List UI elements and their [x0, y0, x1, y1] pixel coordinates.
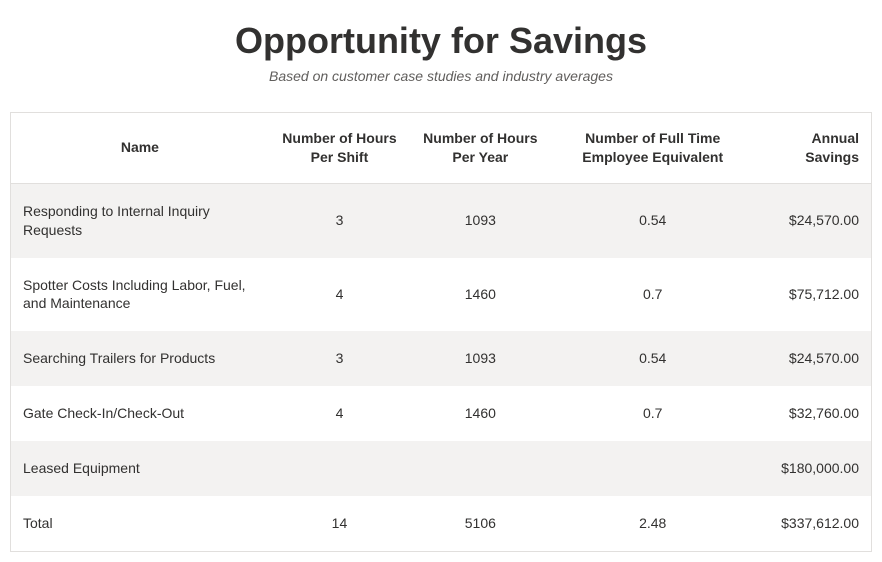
col-hours-shift: Number of Hours Per Shift [269, 113, 410, 184]
cell-hours-shift: 4 [269, 258, 410, 332]
cell-fte: 0.7 [551, 258, 755, 332]
col-hours-year: Number of Hours Per Year [410, 113, 550, 184]
table-body: Responding to Internal Inquiry Requests3… [11, 183, 872, 551]
page-subtitle: Based on customer case studies and indus… [10, 68, 872, 84]
table-row: Searching Trailers for Products310930.54… [11, 331, 872, 386]
cell-hours-shift: 4 [269, 386, 410, 441]
cell-annual: $180,000.00 [755, 441, 872, 496]
cell-name: Leased Equipment [11, 441, 269, 496]
cell-name: Spotter Costs Including Labor, Fuel, and… [11, 258, 269, 332]
cell-annual: $75,712.00 [755, 258, 872, 332]
cell-annual: $337,612.00 [755, 496, 872, 551]
cell-hours-year: 5106 [410, 496, 550, 551]
cell-hours-year [410, 441, 550, 496]
page-title: Opportunity for Savings [10, 20, 872, 62]
cell-hours-year: 1093 [410, 331, 550, 386]
cell-fte: 2.48 [551, 496, 755, 551]
table-row: Gate Check-In/Check-Out414600.7$32,760.0… [11, 386, 872, 441]
cell-hours-year: 1093 [410, 183, 550, 257]
cell-fte: 0.54 [551, 183, 755, 257]
cell-annual: $24,570.00 [755, 183, 872, 257]
cell-name: Total [11, 496, 269, 551]
table-header-row: Name Number of Hours Per Shift Number of… [11, 113, 872, 184]
cell-hours-shift: 14 [269, 496, 410, 551]
cell-fte: 0.7 [551, 386, 755, 441]
cell-fte [551, 441, 755, 496]
cell-name: Searching Trailers for Products [11, 331, 269, 386]
col-fte: Number of Full Time Employee Equivalent [551, 113, 755, 184]
cell-hours-shift: 3 [269, 183, 410, 257]
col-name: Name [11, 113, 269, 184]
cell-hours-shift: 3 [269, 331, 410, 386]
cell-name: Responding to Internal Inquiry Requests [11, 183, 269, 257]
table-row: Total1451062.48$337,612.00 [11, 496, 872, 551]
cell-hours-year: 1460 [410, 258, 550, 332]
table-row: Spotter Costs Including Labor, Fuel, and… [11, 258, 872, 332]
cell-hours-shift [269, 441, 410, 496]
cell-fte: 0.54 [551, 331, 755, 386]
savings-table: Name Number of Hours Per Shift Number of… [10, 112, 872, 552]
cell-annual: $32,760.00 [755, 386, 872, 441]
cell-annual: $24,570.00 [755, 331, 872, 386]
cell-hours-year: 1460 [410, 386, 550, 441]
cell-name: Gate Check-In/Check-Out [11, 386, 269, 441]
col-annual: Annual Savings [755, 113, 872, 184]
table-row: Leased Equipment $180,000.00 [11, 441, 872, 496]
table-row: Responding to Internal Inquiry Requests3… [11, 183, 872, 257]
